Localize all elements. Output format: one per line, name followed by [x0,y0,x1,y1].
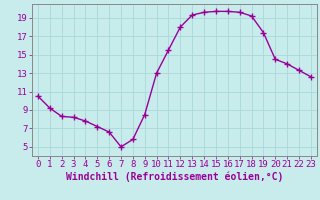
X-axis label: Windchill (Refroidissement éolien,°C): Windchill (Refroidissement éolien,°C) [66,172,283,182]
